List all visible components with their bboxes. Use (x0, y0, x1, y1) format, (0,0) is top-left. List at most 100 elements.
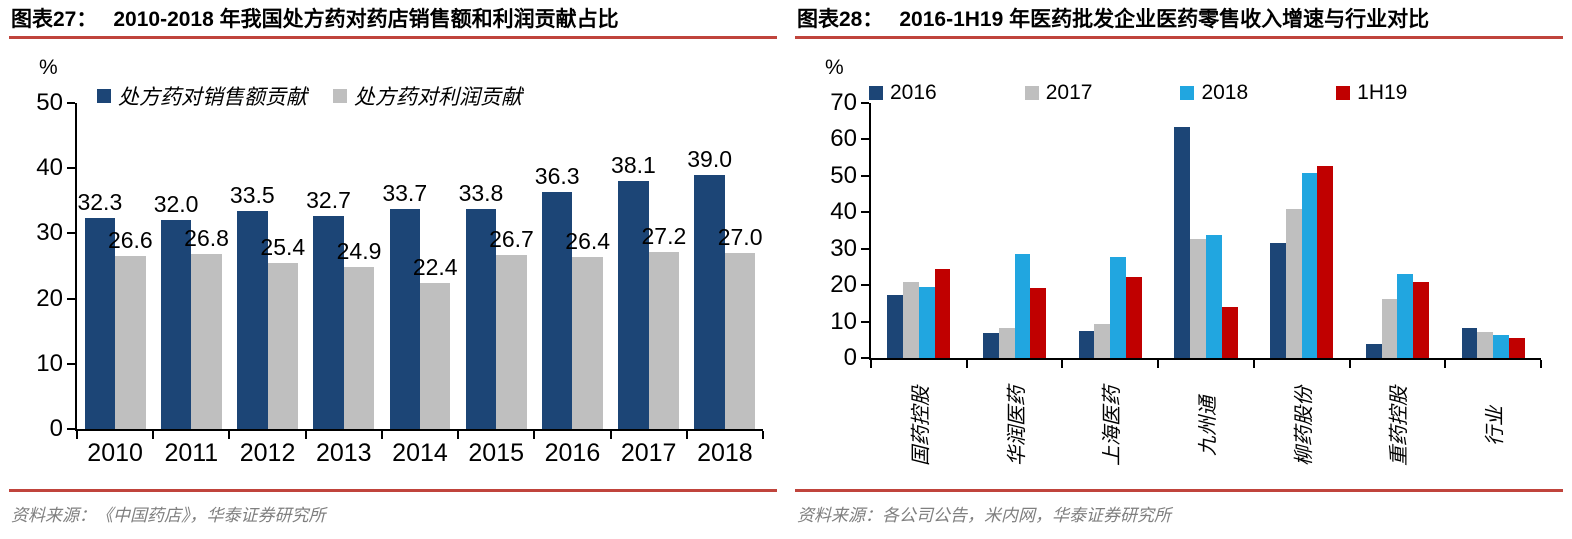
bar (1221, 306, 1238, 358)
x-tick-mark (152, 431, 155, 439)
bar: 27.2 (642, 224, 686, 429)
x-category-label: 2014 (392, 439, 448, 467)
y-tick-mark (67, 428, 75, 430)
bar (1413, 281, 1429, 358)
bar: 38.1 (611, 153, 656, 429)
y-tick-label: 30 (830, 234, 857, 262)
chart-area-28: % 2016 2017 2018 1H19 0 10 20 30 40 50 60 70 国药控股 华润… (795, 39, 1563, 489)
legend-label: 处方药对利润贡献 (354, 85, 522, 109)
y-tick-mark (67, 232, 75, 235)
y-tick-label: 30 (36, 219, 63, 247)
x-category-label: 九州通 (1158, 366, 1254, 486)
y-tick-mark (861, 320, 869, 323)
y-tick-mark (861, 138, 869, 141)
bar: 24.9 (337, 239, 381, 429)
x-tick-mark (762, 431, 764, 439)
bar-group: 39.0 27.0 (687, 103, 763, 429)
bar (1205, 234, 1222, 358)
x-tick-mark (533, 431, 536, 439)
value-label: 24.9 (336, 237, 382, 264)
bar-group: 32.3 26.6 (77, 103, 153, 429)
bar-group: 33.5 25.4 (229, 103, 305, 429)
value-label: 33.7 (382, 180, 428, 207)
footer-divider-line (9, 489, 777, 492)
figure-title: 2016-1H19 年医药批发企业医药零售收入增速与行业对比 (899, 8, 1430, 31)
x-category-text: 国药控股 (910, 386, 933, 466)
x-category-text: 华润医药 (1006, 386, 1029, 466)
y-tick-mark (67, 362, 75, 365)
bar (1477, 331, 1494, 358)
legend-item: 处方药对销售额贡献 (97, 81, 307, 111)
value-label: 32.7 (306, 186, 351, 213)
bar (1110, 257, 1127, 358)
value-label: 32.0 (153, 191, 199, 218)
y-tick-mark (67, 167, 75, 170)
legend-item: 处方药对利润贡献 (333, 81, 522, 111)
legend-swatch (1180, 86, 1195, 100)
y-tick-label: 0 (49, 415, 63, 442)
bar-group: 38.1 27.2 (611, 103, 687, 429)
bar (1094, 324, 1111, 358)
y-tick-label: 60 (830, 125, 857, 153)
x-tick-mark (380, 431, 383, 439)
bar (1301, 173, 1318, 358)
chart-area-27: % 处方药对销售额贡献 处方药对利润贡献 0 10 20 30 40 50 32.3 26.6 2… (9, 39, 777, 489)
x-tick-mark (965, 360, 968, 368)
figure-title: 2010-2018 年我国处方药对药店销售额和利润贡献占比 (113, 8, 619, 31)
x-tick-mark (1444, 360, 1447, 368)
legend-swatch (333, 89, 347, 103)
bar (1285, 208, 1302, 358)
bar (1270, 243, 1286, 358)
bar (934, 268, 951, 358)
x-category-label: 2017 (620, 439, 677, 467)
bar: 33.8 (459, 181, 503, 429)
bar (1078, 331, 1095, 358)
x-tick-mark (1252, 360, 1255, 368)
bar: 33.7 (382, 181, 427, 429)
x-tick-mark (870, 360, 872, 368)
bar-group (1445, 103, 1541, 358)
value-label: 25.4 (260, 234, 306, 261)
x-category-label: 行业 (1445, 366, 1541, 486)
y-tick-mark (861, 247, 869, 250)
bar (1190, 239, 1206, 358)
y-tick-mark (861, 102, 869, 104)
legend-item: 2016 (869, 81, 937, 105)
x-category-label: 上海医药 (1062, 366, 1158, 486)
chart-legend: 2016 2017 2018 1H19 (795, 81, 1563, 105)
bar: 32.7 (306, 188, 351, 429)
y-tick-mark (861, 174, 869, 177)
legend-label: 2016 (890, 81, 937, 104)
y-tick-mark (861, 211, 869, 214)
y-axis-unit-label: % (825, 56, 844, 79)
bar-group (871, 103, 967, 358)
legend-label: 2018 (1201, 81, 1249, 104)
y-tick-mark (861, 357, 869, 359)
y-tick-label: 40 (830, 198, 857, 226)
source-note: 资料来源：各公司公告，米内网，华泰证券研究所 (797, 506, 1171, 525)
x-category-text: 重药控股 (1388, 386, 1411, 466)
bar-group: 32.0 26.8 (153, 103, 229, 429)
x-tick-mark (1540, 360, 1542, 368)
y-tick-label: 0 (843, 344, 857, 371)
x-category-text: 行业 (1484, 406, 1507, 446)
bar: 32.3 (77, 190, 122, 429)
bar: 26.7 (489, 227, 534, 429)
value-label: 27.2 (641, 222, 687, 249)
legend-label: 1H19 (1357, 81, 1408, 104)
bar-group: 32.7 24.9 (306, 103, 382, 429)
bar: 27.0 (718, 225, 762, 429)
x-category-label: 2015 (468, 439, 525, 467)
bar-group (1350, 103, 1446, 358)
figure-header-28: 图表28： 2016-1H19 年医药批发企业医药零售收入增速与行业对比 (795, 0, 1563, 36)
x-category-label: 2016 (544, 439, 601, 467)
bar (918, 286, 935, 358)
bar (1381, 299, 1398, 358)
legend-item: 1H19 (1336, 81, 1407, 105)
bar (887, 295, 904, 358)
footer-divider-line (795, 489, 1563, 492)
figure-panel-27: 图表27： 2010-2018 年我国处方药对药店销售额和利润贡献占比 % 处方… (9, 8, 777, 525)
value-label: 22.4 (412, 253, 458, 280)
y-tick-mark (861, 284, 869, 287)
